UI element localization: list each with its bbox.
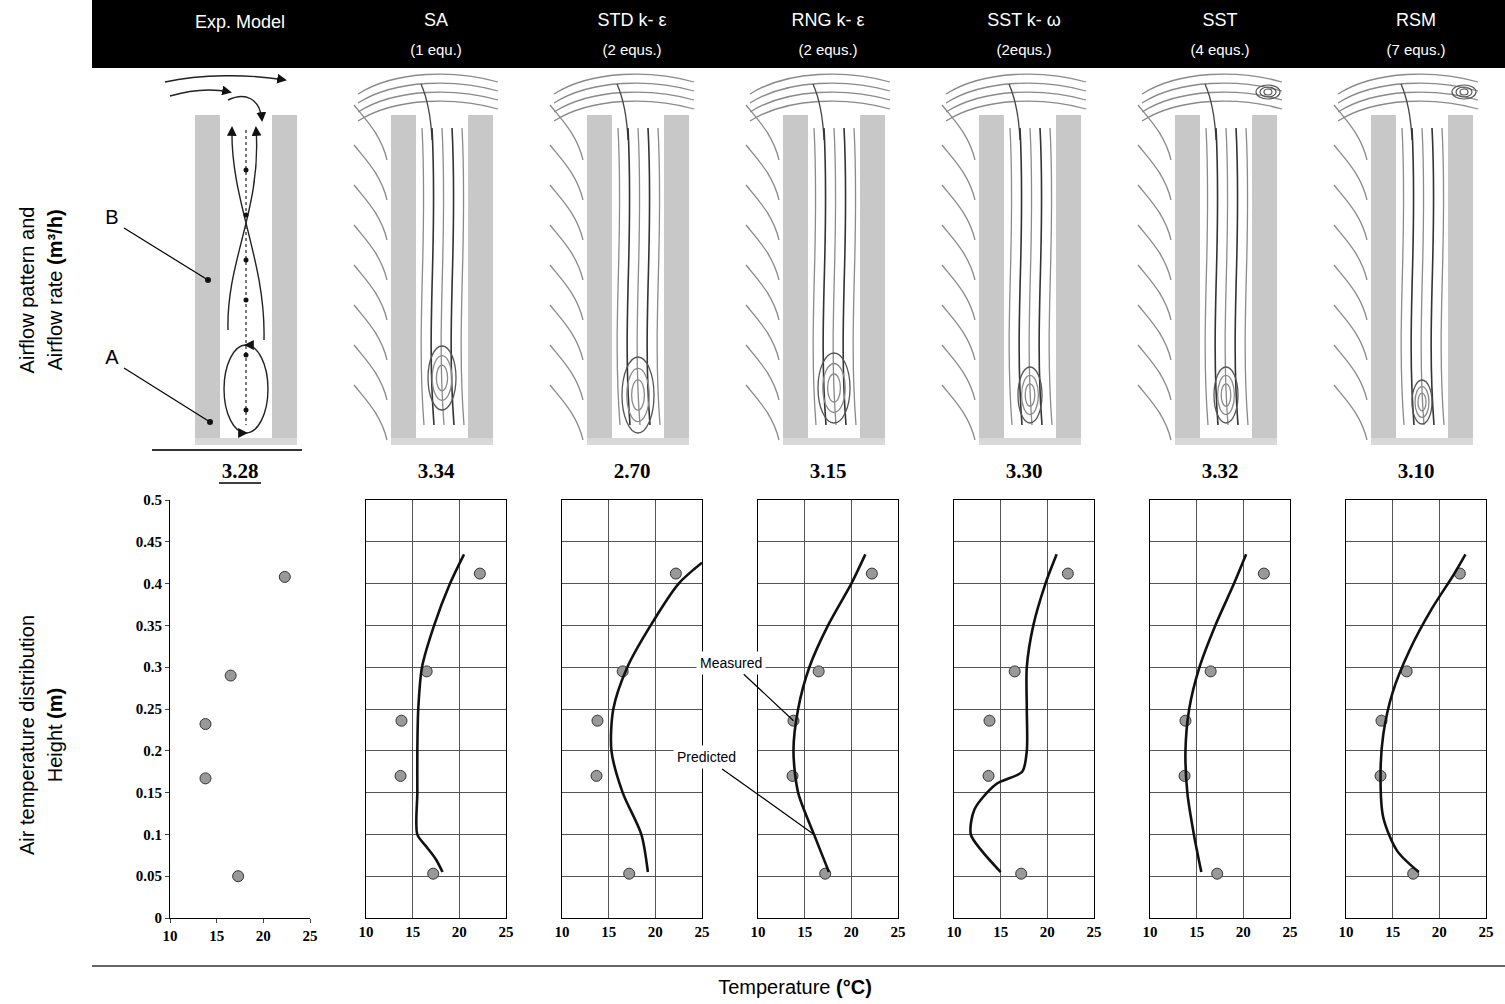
svg-text:20: 20	[1432, 924, 1447, 940]
svg-text:25: 25	[891, 924, 906, 940]
svg-text:Height (m): Height (m)	[44, 688, 66, 782]
svg-text:Temperature (°C): Temperature (°C)	[718, 976, 872, 998]
svg-text:25: 25	[499, 924, 514, 940]
svg-text:(1 equ.): (1 equ.)	[410, 41, 462, 58]
svg-text:Predicted: Predicted	[677, 749, 736, 765]
svg-text:10: 10	[751, 924, 766, 940]
svg-text:25: 25	[1479, 924, 1494, 940]
svg-text:10: 10	[359, 924, 374, 940]
svg-text:15: 15	[601, 924, 616, 940]
svg-text:20: 20	[1040, 924, 1055, 940]
svg-text:Airflow pattern and: Airflow pattern and	[16, 207, 38, 374]
svg-text:0.35: 0.35	[136, 618, 162, 634]
svg-text:0: 0	[155, 910, 163, 926]
svg-text:B: B	[105, 206, 118, 228]
svg-text:2.70: 2.70	[614, 459, 651, 483]
svg-text:15: 15	[993, 924, 1008, 940]
svg-text:0.05: 0.05	[136, 868, 162, 884]
svg-text:10: 10	[1339, 924, 1354, 940]
svg-text:3.28: 3.28	[222, 459, 259, 483]
svg-text:3.10: 3.10	[1398, 459, 1435, 483]
svg-text:3.30: 3.30	[1006, 459, 1043, 483]
svg-text:Airflow rate (m³/h): Airflow rate (m³/h)	[44, 209, 66, 370]
svg-text:(7 equs.): (7 equs.)	[1386, 41, 1445, 58]
svg-text:15: 15	[209, 928, 224, 944]
svg-text:25: 25	[1087, 924, 1102, 940]
svg-text:RSM: RSM	[1396, 10, 1436, 30]
svg-text:20: 20	[844, 924, 859, 940]
svg-text:25: 25	[1283, 924, 1298, 940]
svg-text:0.4: 0.4	[143, 576, 162, 592]
svg-text:A: A	[105, 346, 119, 368]
svg-text:STD k- ε: STD k- ε	[597, 10, 666, 30]
svg-text:Exp. Model: Exp. Model	[195, 12, 285, 32]
svg-text:10: 10	[947, 924, 962, 940]
svg-text:SA: SA	[424, 10, 448, 30]
svg-text:(2 equs.): (2 equs.)	[602, 41, 661, 58]
svg-text:20: 20	[256, 928, 271, 944]
svg-text:3.15: 3.15	[810, 459, 847, 483]
svg-text:25: 25	[695, 924, 710, 940]
svg-text:0.1: 0.1	[143, 827, 162, 843]
svg-text:15: 15	[1189, 924, 1204, 940]
svg-text:15: 15	[797, 924, 812, 940]
svg-text:Air temperature distribution: Air temperature distribution	[16, 615, 38, 855]
svg-text:0.15: 0.15	[136, 785, 162, 801]
svg-text:3.32: 3.32	[1202, 459, 1239, 483]
svg-text:3.34: 3.34	[418, 459, 455, 483]
svg-text:20: 20	[1236, 924, 1251, 940]
svg-text:20: 20	[452, 924, 467, 940]
svg-text:0.5: 0.5	[143, 492, 162, 508]
svg-text:(2equs.): (2equs.)	[996, 41, 1051, 58]
svg-text:25: 25	[303, 928, 318, 944]
svg-text:0.3: 0.3	[143, 659, 162, 675]
svg-text:15: 15	[405, 924, 420, 940]
svg-text:0.25: 0.25	[136, 701, 162, 717]
svg-text:0.2: 0.2	[143, 743, 162, 759]
svg-text:SST k- ω: SST k- ω	[987, 10, 1061, 30]
svg-text:Measured: Measured	[700, 655, 762, 671]
svg-text:10: 10	[555, 924, 570, 940]
svg-text:(2 equs.): (2 equs.)	[798, 41, 857, 58]
svg-text:SST: SST	[1202, 10, 1237, 30]
svg-text:0.45: 0.45	[136, 534, 162, 550]
svg-text:10: 10	[1143, 924, 1158, 940]
svg-text:15: 15	[1385, 924, 1400, 940]
svg-text:10: 10	[163, 928, 178, 944]
svg-text:20: 20	[648, 924, 663, 940]
svg-text:(4 equs.): (4 equs.)	[1190, 41, 1249, 58]
svg-text:RNG k- ε: RNG k- ε	[791, 10, 864, 30]
